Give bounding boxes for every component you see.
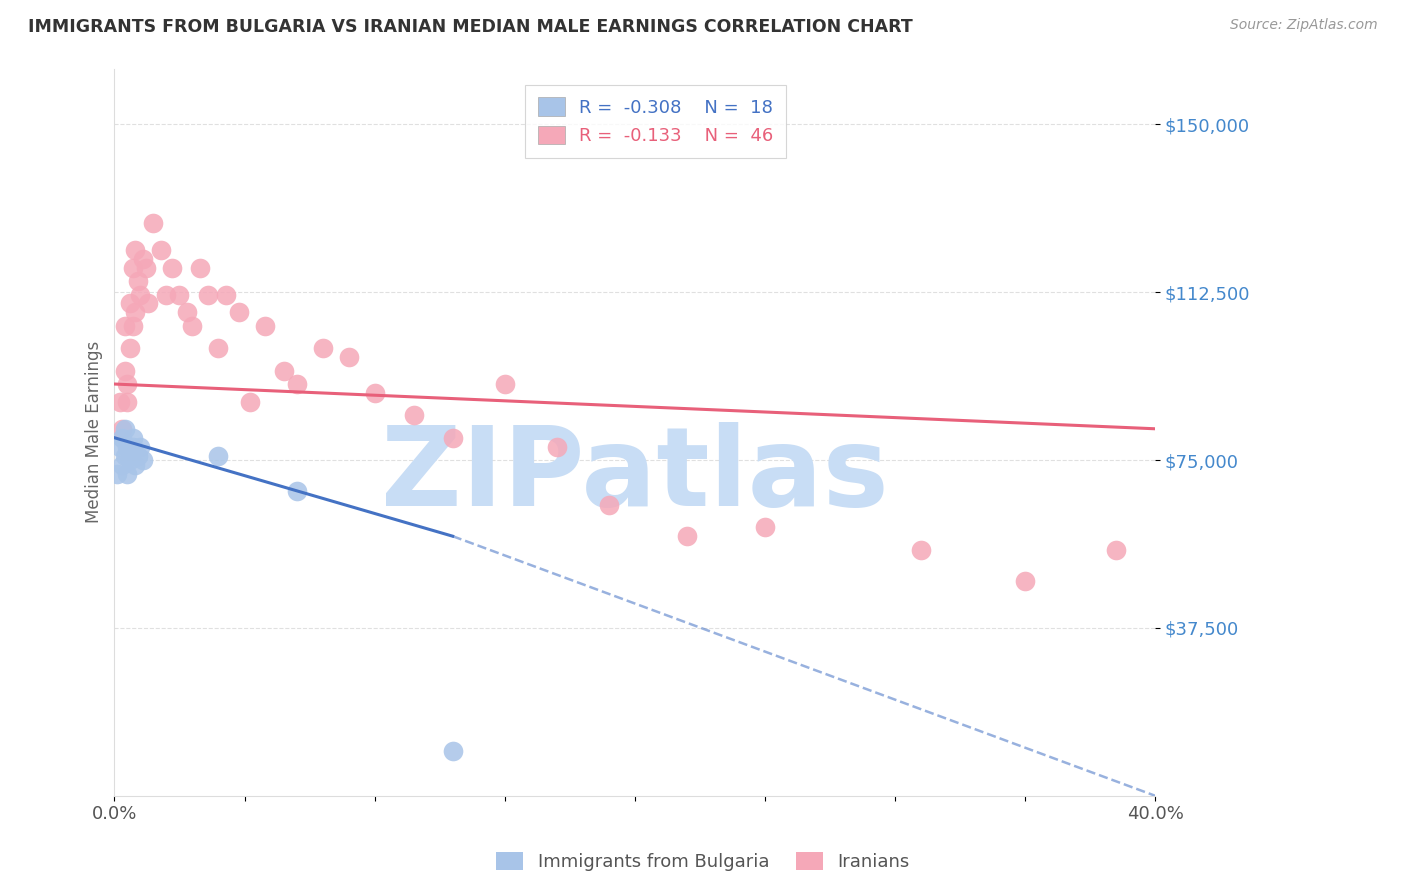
- Point: [197, 287, 219, 301]
- Point: [176, 305, 198, 319]
- Point: [132, 453, 155, 467]
- Point: [598, 498, 620, 512]
- Point: [239, 395, 262, 409]
- Point: [135, 260, 157, 275]
- Point: [108, 395, 131, 409]
- Point: [337, 350, 360, 364]
- Point: [114, 318, 136, 333]
- Point: [441, 744, 464, 758]
- Text: IMMIGRANTS FROM BULGARIA VS IRANIAN MEDIAN MALE EARNINGS CORRELATION CHART: IMMIGRANTS FROM BULGARIA VS IRANIAN MEDI…: [28, 18, 912, 36]
- Point: [114, 449, 136, 463]
- Point: [363, 386, 385, 401]
- Point: [111, 458, 134, 472]
- Point: [273, 363, 295, 377]
- Point: [127, 274, 149, 288]
- Point: [1105, 542, 1128, 557]
- Point: [117, 377, 139, 392]
- Point: [285, 484, 308, 499]
- Point: [254, 318, 277, 333]
- Point: [114, 422, 136, 436]
- Point: [160, 260, 183, 275]
- Point: [546, 440, 568, 454]
- Legend: R =  -0.308    N =  18, R =  -0.133    N =  46: R = -0.308 N = 18, R = -0.133 N = 46: [524, 85, 786, 158]
- Point: [169, 287, 191, 301]
- Point: [676, 529, 699, 543]
- Point: [215, 287, 238, 301]
- Point: [118, 296, 141, 310]
- Point: [111, 422, 134, 436]
- Point: [910, 542, 932, 557]
- Point: [150, 243, 173, 257]
- Point: [121, 260, 143, 275]
- Point: [207, 341, 229, 355]
- Point: [111, 431, 134, 445]
- Point: [118, 453, 141, 467]
- Point: [117, 440, 139, 454]
- Point: [228, 305, 250, 319]
- Point: [311, 341, 333, 355]
- Point: [129, 440, 152, 454]
- Point: [124, 305, 146, 319]
- Point: [114, 363, 136, 377]
- Point: [181, 318, 204, 333]
- Point: [105, 467, 128, 481]
- Point: [188, 260, 211, 275]
- Point: [127, 449, 149, 463]
- Point: [402, 409, 425, 423]
- Point: [117, 467, 139, 481]
- Point: [132, 252, 155, 266]
- Legend: Immigrants from Bulgaria, Iranians: Immigrants from Bulgaria, Iranians: [489, 845, 917, 879]
- Point: [129, 287, 152, 301]
- Point: [124, 243, 146, 257]
- Text: ZIPatlas: ZIPatlas: [381, 422, 889, 529]
- Point: [117, 395, 139, 409]
- Point: [1014, 574, 1036, 588]
- Point: [121, 440, 143, 454]
- Point: [754, 520, 776, 534]
- Point: [118, 341, 141, 355]
- Point: [121, 431, 143, 445]
- Point: [108, 440, 131, 454]
- Point: [124, 458, 146, 472]
- Point: [494, 377, 516, 392]
- Point: [207, 449, 229, 463]
- Y-axis label: Median Male Earnings: Median Male Earnings: [86, 341, 103, 524]
- Point: [155, 287, 177, 301]
- Point: [441, 431, 464, 445]
- Point: [142, 216, 165, 230]
- Point: [285, 377, 308, 392]
- Text: Source: ZipAtlas.com: Source: ZipAtlas.com: [1230, 18, 1378, 32]
- Point: [136, 296, 159, 310]
- Point: [121, 318, 143, 333]
